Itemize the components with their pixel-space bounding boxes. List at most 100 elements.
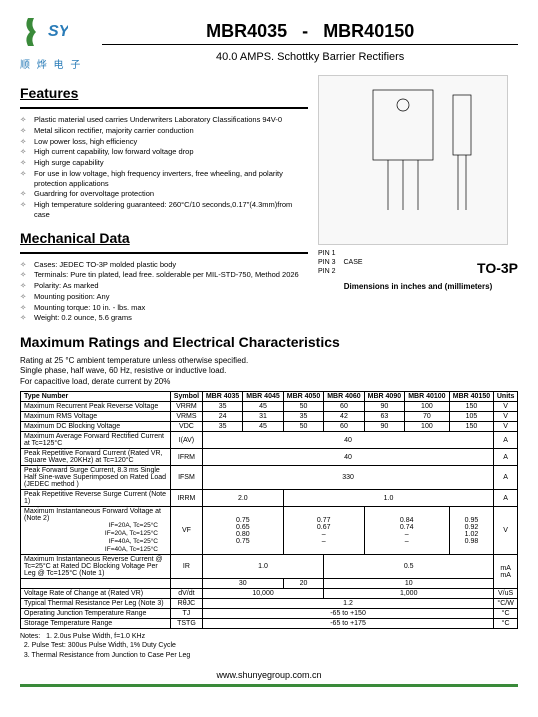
- list-item: Low power loss, high efficiency: [20, 137, 308, 147]
- title-area: MBR4035 - MBR40150 40.0 AMPS. Schottky B…: [102, 21, 518, 63]
- table-header: MBR 40100: [405, 392, 450, 402]
- table-header: MBR 4090: [364, 392, 404, 402]
- table-cell: 90: [364, 422, 404, 432]
- table-cell: 2.0: [202, 490, 283, 507]
- unit-cell: V: [494, 507, 518, 555]
- symbol-cell: TJ: [171, 609, 203, 619]
- table-cell: -65 to +175: [202, 619, 493, 629]
- table-cell: 24: [202, 412, 242, 422]
- symbol-cell: VDC: [171, 422, 203, 432]
- symbol-cell: IFRM: [171, 449, 203, 466]
- table-cell: 35: [283, 412, 323, 422]
- symbol-cell: I(AV): [171, 432, 203, 449]
- table-cell: 0.770.67––: [283, 507, 364, 555]
- symbol-cell: VRRM: [171, 402, 203, 412]
- unit-cell: A: [494, 449, 518, 466]
- table-row-label: Maximum Instantaneous Reverse Current @ …: [21, 555, 171, 579]
- features-title: Features: [20, 85, 308, 101]
- table-cell: 40: [202, 449, 493, 466]
- table-cell: 1,000: [324, 589, 494, 599]
- svg-text:SY: SY: [48, 23, 68, 40]
- symbol-cell: dV/dt: [171, 589, 203, 599]
- logo-icon: SY: [20, 12, 68, 52]
- table-row-label: Maximum Average Forward Rectified Curren…: [21, 432, 171, 449]
- unit-cell: V: [494, 422, 518, 432]
- list-item: Cases: JEDEC TO-3P molded plastic body: [20, 260, 308, 270]
- list-item: Mounting torque: 10 in. - lbs. max: [20, 303, 308, 313]
- table-cell: 60: [324, 402, 364, 412]
- table-cell: 20: [283, 579, 323, 589]
- logo: SY 顺 烨 电 子: [20, 12, 82, 71]
- table-row-label: Storage Temperature Range: [21, 619, 171, 629]
- footer-bar: [20, 684, 518, 687]
- unit-cell: °C: [494, 609, 518, 619]
- table-header: MBR 4035: [202, 392, 242, 402]
- mech-list: Cases: JEDEC TO-3P molded plastic bodyTe…: [20, 260, 308, 324]
- symbol-cell: IRRM: [171, 490, 203, 507]
- unit-cell: A: [494, 466, 518, 490]
- table-cell: 40: [202, 432, 493, 449]
- features-rule: [20, 107, 308, 109]
- symbol-cell: IR: [171, 555, 203, 579]
- unit-cell: V/uS: [494, 589, 518, 599]
- table-row-label: Operating Junction Temperature Range: [21, 609, 171, 619]
- notes-body: 1. 2.0us Pulse Width, f=1.0 KHz 2. Pulse…: [20, 633, 190, 658]
- list-item: High surge capability: [20, 158, 308, 168]
- list-item: Terminals: Pure tin plated, lead free. s…: [20, 270, 308, 280]
- table-cell: -65 to +150: [202, 609, 493, 619]
- table-row-label: Typical Thermal Resistance Per Leg (Note…: [21, 599, 171, 609]
- notes: Notes: 1. 2.0us Pulse Width, f=1.0 KHz 2…: [20, 632, 518, 659]
- table-cell: 42: [324, 412, 364, 422]
- table-cell: 35: [202, 422, 242, 432]
- table-cell: 0.5: [324, 555, 494, 579]
- package-type: TO-3P: [477, 260, 518, 276]
- table-header: MBR 4050: [283, 392, 323, 402]
- list-item: Metal silicon rectifier, majority carrie…: [20, 126, 308, 136]
- table-row-label: Maximum DC Blocking Voltage: [21, 422, 171, 432]
- features-list: Plastic material used carries Underwrite…: [20, 115, 308, 220]
- table-cell: 1.0: [283, 490, 493, 507]
- ratings-title: Maximum Ratings and Electrical Character…: [20, 334, 518, 350]
- list-item: Weight: 0.2 ounce, 5.6 grams: [20, 313, 308, 323]
- table-row-label: Maximum Instantaneous Forward Voltage at…: [21, 507, 171, 555]
- table-cell: 35: [202, 402, 242, 412]
- table-cell: 30: [202, 579, 283, 589]
- table-row-label: Voltage Rate of Change at (Rated VR): [21, 589, 171, 599]
- mech-title: Mechanical Data: [20, 230, 308, 246]
- symbol-cell: TSTG: [171, 619, 203, 629]
- unit-cell: V: [494, 402, 518, 412]
- table-header: Type Number: [21, 392, 171, 402]
- upper-section: Features Plastic material used carries U…: [20, 75, 518, 324]
- table-header: Symbol: [171, 392, 203, 402]
- table-cell: 31: [243, 412, 283, 422]
- table-row-label: Peak Repetitive Reverse Surge Current (N…: [21, 490, 171, 507]
- unit-cell: A: [494, 432, 518, 449]
- package-diagram: [318, 75, 508, 245]
- package-outline-icon: [323, 80, 503, 240]
- symbol-cell: RθJC: [171, 599, 203, 609]
- symbol-cell: VF: [171, 507, 203, 555]
- main-title: MBR4035 - MBR40150: [102, 21, 518, 42]
- notes-label: Notes:: [20, 633, 40, 640]
- list-item: High temperature soldering guaranteed: 2…: [20, 200, 308, 220]
- table-cell: 150: [449, 422, 494, 432]
- symbol-cell: IFSM: [171, 466, 203, 490]
- part-b: MBR40150: [323, 21, 414, 41]
- table-cell: 0.840.74––: [364, 507, 449, 555]
- symbol-cell: VRMS: [171, 412, 203, 422]
- unit-cell: V: [494, 412, 518, 422]
- table-header: Units: [494, 392, 518, 402]
- mech-rule: [20, 252, 308, 254]
- footer-url: www.shunyegroup.com.cn: [20, 670, 518, 680]
- sep: -: [302, 21, 308, 41]
- table-cell: 1.0: [202, 555, 323, 579]
- table-cell: 70: [405, 412, 450, 422]
- unit-cell: mA mA: [494, 555, 518, 589]
- table-row-label: Peak Repetitive Forward Current (Rated V…: [21, 449, 171, 466]
- package-caption: Dimensions in inches and (millimeters): [318, 282, 518, 291]
- table-cell: 100: [405, 422, 450, 432]
- table-cell: 0.950.921.020.98: [449, 507, 494, 555]
- table-row-label: Maximum RMS Voltage: [21, 412, 171, 422]
- pin-labels: PIN 1 PIN 3 CASE PIN 2: [318, 249, 363, 276]
- table-cell: 60: [324, 422, 364, 432]
